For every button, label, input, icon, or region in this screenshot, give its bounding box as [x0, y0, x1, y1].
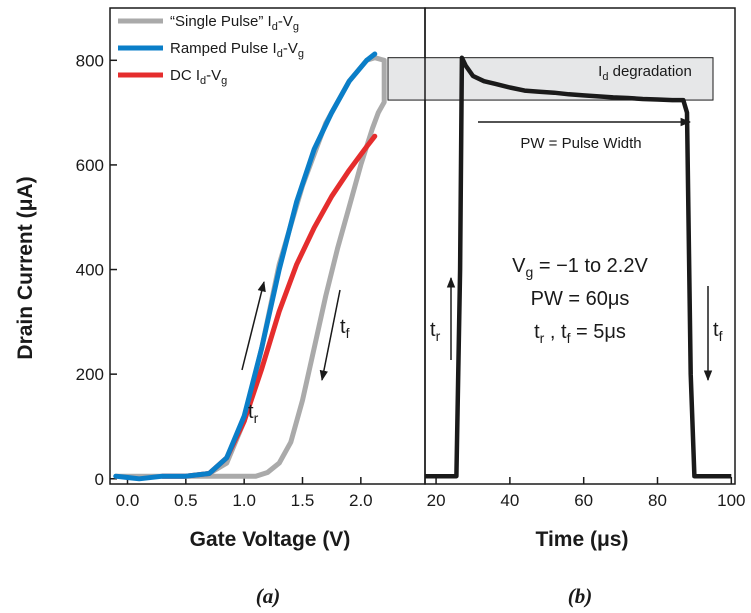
legend-dc-sub1: d [200, 75, 206, 87]
panel-a-rise-sub: r [254, 410, 259, 426]
x-tick-label: 40 [500, 491, 519, 510]
panel-a-y-ticks: 0 200 400 600 800 [76, 51, 117, 489]
panel-a-fall-sub: f [346, 325, 350, 341]
y-tick-label: 200 [76, 365, 104, 384]
vg-sub: g [526, 264, 534, 280]
panel-b-fall-label: tf [713, 319, 723, 344]
panel-b-x-axis-title: Time (μs) [536, 528, 629, 551]
y-tick-label: 800 [76, 51, 104, 70]
panel-a-rise-t: t [248, 401, 254, 423]
legend-dc-mid: -V [206, 67, 221, 84]
panel-a-fall-arrow [319, 289, 341, 382]
tf-sub: f [567, 330, 571, 346]
vg-condition: Vg = −1 to 2.2V [512, 255, 648, 280]
legend-ramped-main: Ramped Pulse I [170, 40, 277, 57]
x-tick-label: 0.5 [174, 491, 198, 510]
x-tick-label: 1.0 [232, 491, 256, 510]
panel-a-rise-arrow [241, 280, 266, 371]
legend-dc-sub2: g [221, 75, 227, 87]
panel-a-fall-label: tf [340, 316, 350, 341]
series-pulse-current [425, 55, 732, 479]
panel-b-rise-sub: r [436, 328, 441, 344]
pw-condition: PW = 60μs [531, 288, 630, 310]
degradation-text: degradation [608, 63, 691, 80]
vg-value: = −1 to 2.2V [533, 255, 648, 277]
legend-single-mid: -V [278, 13, 293, 30]
tr-tf-mid: , t [544, 321, 567, 343]
panel-a-caption: (a) [256, 584, 281, 608]
pulse-width-label: PW = Pulse Width [520, 135, 641, 152]
x-tick-label: 60 [574, 491, 593, 510]
x-tick-label: 1.5 [291, 491, 315, 510]
x-tick-label: 2.0 [349, 491, 373, 510]
degradation-label: Id degradation [598, 63, 692, 83]
panel-a-series [113, 51, 387, 482]
degradation-i: I [598, 63, 602, 80]
legend-ramped-sub1: d [277, 48, 283, 60]
panel-b-rise-t: t [430, 319, 436, 341]
tr-tf-value: = 5μs [570, 321, 625, 343]
legend-ramped-mid: -V [283, 40, 298, 57]
legend-single-sub2: g [293, 21, 299, 33]
panel-a-frame [109, 7, 426, 485]
legend-label-ramped-pulse: Ramped Pulse Id-Vg [170, 40, 304, 60]
panel-a-rise-label: tr [248, 401, 259, 426]
legend-single-main: “Single Pulse” I [170, 13, 272, 30]
legend-label-dc: DC Id-Vg [170, 67, 227, 87]
panel-b: 20 40 60 80 100 Id degradation PW = Pulse Wi… [387, 7, 745, 608]
legend-dc-main: DC I [170, 67, 200, 84]
x-tick-label: 0.0 [116, 491, 140, 510]
legend-single-sub1: d [272, 21, 278, 33]
x-tick-label: 20 [427, 491, 446, 510]
tr-tf-condition: tr , tf = 5μs [534, 321, 626, 346]
x-tick-label: 80 [648, 491, 667, 510]
panel-b-fall-sub: f [719, 328, 723, 344]
panel-a: 0 200 400 600 800 0.0 0.5 1.0 1.5 2.0 “Single Pu… [14, 7, 426, 608]
legend: “Single Pulse” Id-Vg Ramped Pulse Id-Vg … [118, 13, 304, 87]
tr-t: t [534, 321, 540, 343]
panel-b-frame [424, 7, 736, 485]
degradation-sub: d [602, 71, 608, 83]
series-ramped-pulse [113, 51, 378, 482]
panel-a-x-axis-title: Gate Voltage (V) [190, 528, 351, 551]
y-tick-label: 600 [76, 156, 104, 175]
vg-main: V [512, 255, 526, 277]
panel-b-x-ticks: 20 40 60 80 100 [427, 477, 745, 510]
x-tick-label: 100 [717, 491, 745, 510]
panel-b-rise-label: tr [430, 319, 441, 344]
panel-a-y-axis-title: Drain Current (μA) [14, 176, 37, 359]
panel-b-caption: (b) [568, 584, 593, 608]
y-tick-label: 400 [76, 261, 104, 280]
legend-ramped-sub2: g [298, 48, 304, 60]
panel-b-fall-t: t [713, 319, 719, 341]
panel-a-fall-t: t [340, 316, 346, 338]
tr-sub: r [540, 330, 545, 346]
panel-a-x-ticks: 0.0 0.5 1.0 1.5 2.0 [116, 477, 373, 510]
y-tick-label: 0 [95, 470, 104, 489]
legend-label-single-pulse: “Single Pulse” Id-Vg [170, 13, 299, 33]
panel-b-series [425, 55, 732, 479]
